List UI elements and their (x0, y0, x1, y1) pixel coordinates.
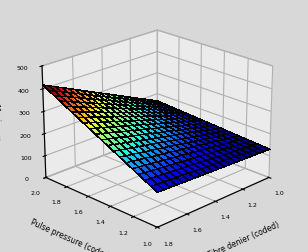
Y-axis label: Pulse pressure (coded): Pulse pressure (coded) (30, 218, 113, 252)
X-axis label: Fibre denier (coded): Fibre denier (coded) (207, 220, 281, 252)
